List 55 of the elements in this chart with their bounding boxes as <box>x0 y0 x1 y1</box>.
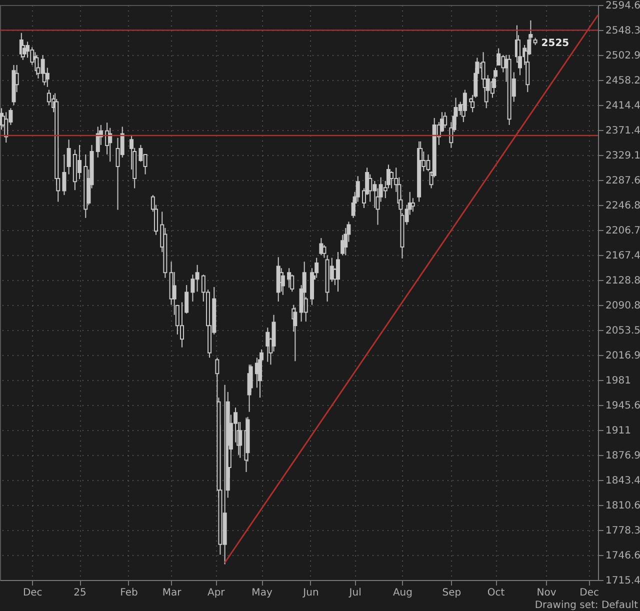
y-tick-label: 1715.4 <box>606 576 640 586</box>
x-tick-label: Sep <box>442 588 462 598</box>
candlestick <box>390 170 394 189</box>
candlestick <box>443 112 448 128</box>
x-tick-label: Aug <box>392 588 412 598</box>
candlestick <box>62 154 66 196</box>
y-tick-label: 2548.3 <box>606 26 640 37</box>
x-tick-label: Jul <box>348 588 362 598</box>
x-tick-label: Oct <box>487 588 505 598</box>
y-tick-label: 1843.4 <box>606 475 640 486</box>
candlestick <box>287 268 292 288</box>
x-tick-label: 25 <box>74 588 86 598</box>
y-tick-label: 1746.6 <box>606 550 640 562</box>
candlestick <box>184 284 189 314</box>
candlestick <box>66 139 71 175</box>
candlestick <box>496 48 501 66</box>
y-tick-label: 1981 <box>606 375 631 386</box>
candlestick <box>368 174 372 202</box>
y-tick-label: 2502.9 <box>606 50 640 62</box>
x-tick-label: Apr <box>207 588 226 598</box>
candlestick <box>293 307 298 362</box>
y-tick-label: 2287.6 <box>606 175 640 186</box>
x-tick-label: Dec <box>580 588 600 598</box>
annotation: 2525 <box>541 38 570 49</box>
candlestick <box>4 112 8 144</box>
y-tick-label: 2053.5 <box>606 326 640 337</box>
candlestick <box>336 252 340 292</box>
candlestick <box>356 176 360 202</box>
y-tick-label: 2458.2 <box>606 76 640 87</box>
x-tick-label: Dec <box>22 588 42 598</box>
x-tick-label: Jun <box>302 588 319 598</box>
y-tick-label: 2329.1 <box>606 150 640 162</box>
x-tick-label: Nov <box>536 588 556 598</box>
y-tick-label: 1911 <box>606 425 631 436</box>
y-tick-label: 2371.4 <box>606 126 640 136</box>
candlestick <box>410 198 415 212</box>
x-tick-label: May <box>252 588 272 598</box>
y-tick-label: 2090.8 <box>606 300 640 312</box>
y-tick-label: 2206.7 <box>606 226 640 237</box>
x-tick-label: Mar <box>162 588 182 598</box>
y-tick-label: 2016.9 <box>606 350 640 362</box>
text: Drawing set: Default <box>534 600 638 611</box>
y-tick-label: 1778.3 <box>606 525 640 536</box>
y-tick-label: 2167.4 <box>606 250 640 262</box>
y-tick-label: 1945.6 <box>606 400 640 412</box>
candlestick <box>322 244 326 258</box>
candlestick <box>45 67 50 88</box>
y-tick-label: 2414.4 <box>606 100 640 112</box>
y-tick-label: 1810.6 <box>606 500 640 512</box>
y-tick-label: 2594.6 <box>606 0 640 12</box>
candlestick <box>96 126 100 158</box>
y-tick-label: 1876.9 <box>606 450 640 462</box>
y-tick-label: 2246.8 <box>606 200 640 212</box>
x-tick-label: Feb <box>120 588 138 598</box>
y-tick-label: 2128.8 <box>606 275 640 286</box>
